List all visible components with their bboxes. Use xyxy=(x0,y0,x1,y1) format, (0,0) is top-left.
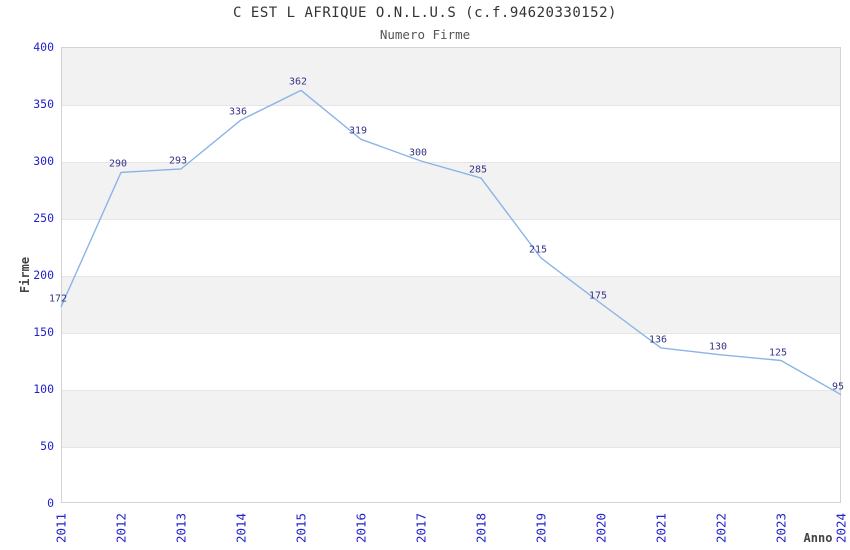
data-point-label: 175 xyxy=(588,290,608,301)
plot-band xyxy=(62,276,840,333)
gridline xyxy=(62,219,840,220)
y-tick-label: 250 xyxy=(33,210,54,225)
data-point-label: 300 xyxy=(408,147,428,159)
y-tick-label: 0 xyxy=(47,495,54,510)
y-tick-label: 100 xyxy=(33,381,54,396)
data-point-label: 95 xyxy=(831,381,845,393)
data-point-label: 293 xyxy=(168,155,188,167)
y-tick-label: 300 xyxy=(33,153,54,168)
y-tick-label: 400 xyxy=(33,39,54,54)
chart-subtitle: Numero Firme xyxy=(379,27,471,42)
gridline xyxy=(62,333,840,334)
data-point-label: 172 xyxy=(48,293,68,305)
gridline xyxy=(62,162,840,163)
plot-band xyxy=(62,162,840,219)
data-point-label: 362 xyxy=(288,76,308,88)
data-point-label: 130 xyxy=(708,341,728,353)
plot-band xyxy=(62,48,840,105)
gridline xyxy=(62,105,840,106)
data-point-label: 285 xyxy=(468,164,488,176)
y-axis-title: Firme xyxy=(18,256,32,294)
x-axis-title: Anno xyxy=(803,531,833,545)
data-point-label: 215 xyxy=(528,244,548,256)
plot-band xyxy=(62,390,840,447)
gridline xyxy=(62,276,840,277)
plot-area xyxy=(61,47,841,503)
data-point-label: 136 xyxy=(648,334,668,346)
series-polyline xyxy=(60,89,842,396)
data-point-label: 290 xyxy=(108,158,128,170)
y-tick-label: 200 xyxy=(33,267,54,282)
y-tick-label: 350 xyxy=(33,96,54,111)
gridline xyxy=(62,390,840,391)
data-point-label: 336 xyxy=(228,106,248,118)
y-tick-label: 50 xyxy=(40,438,54,453)
gridline xyxy=(62,447,840,448)
chart-title: C EST L AFRIQUE O.N.L.U.S (c.f.946203301… xyxy=(233,5,617,21)
y-tick-label: 150 xyxy=(33,324,54,339)
data-point-label: 125 xyxy=(768,347,788,358)
data-point-label: 319 xyxy=(348,125,368,137)
